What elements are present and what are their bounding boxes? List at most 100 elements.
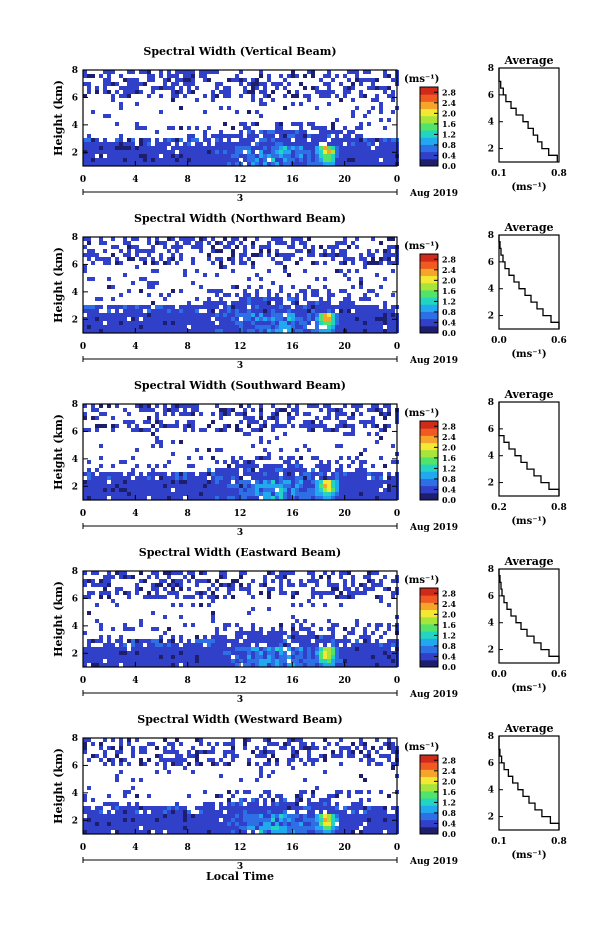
heatmap-cell	[271, 428, 275, 432]
heatmap-cell	[167, 591, 171, 595]
heatmap-cell	[143, 325, 147, 329]
heatmap-cell	[95, 416, 99, 420]
heatmap-cell	[271, 146, 275, 150]
heatmap-cell	[379, 579, 383, 583]
heatmap-cell	[143, 750, 147, 754]
heatmap-cell	[391, 766, 395, 770]
heatmap-cell	[315, 492, 319, 496]
heatmap-cell	[83, 810, 87, 814]
heatmap-cell	[247, 301, 251, 305]
heatmap-cell	[299, 468, 303, 472]
heatmap-cell	[87, 428, 91, 432]
heatmap-cell	[231, 408, 235, 412]
heatmap-cell	[263, 663, 267, 667]
heatmap-cell	[307, 647, 311, 651]
heatmap-cell	[127, 412, 131, 416]
heatmap-cell	[223, 158, 227, 162]
heatmap-cell	[231, 257, 235, 261]
heatmap-cell	[355, 826, 359, 830]
heatmap-cell	[131, 480, 135, 484]
heatmap-cell	[227, 86, 231, 90]
heatmap-cell	[343, 309, 347, 313]
heatmap-cell	[319, 627, 323, 631]
heatmap-cell	[187, 496, 191, 500]
heatmap-cell	[259, 408, 263, 412]
heatmap-cell	[315, 647, 319, 651]
heatmap-cell	[211, 146, 215, 150]
heatmap-cell	[271, 826, 275, 830]
heatmap-cell	[147, 329, 151, 333]
heatmap-cell	[87, 595, 91, 599]
heatmap-cell	[387, 412, 391, 416]
heatmap-cell	[195, 830, 199, 834]
heatmap-cell	[175, 579, 179, 583]
heatmap-cell	[359, 818, 363, 822]
heatmap-cell	[363, 591, 367, 595]
heatmap-cell	[163, 158, 167, 162]
heatmap-cell	[283, 86, 287, 90]
heatmap-cell	[135, 90, 139, 94]
heatmap-cell	[391, 595, 395, 599]
heatmap-cell	[291, 480, 295, 484]
heatmap-cell	[223, 496, 227, 500]
heatmap-cell	[375, 329, 379, 333]
heatmap-cell	[215, 468, 219, 472]
heatmap-cell	[291, 468, 295, 472]
heatmap-cell	[227, 94, 231, 98]
heatmap-cell	[319, 162, 323, 166]
heatmap-cell	[295, 750, 299, 754]
heatmap-cell	[255, 814, 259, 818]
heatmap-cell	[207, 253, 211, 257]
heatmap-cell	[83, 659, 87, 663]
heatmap-cell	[283, 492, 287, 496]
heatmap-cell	[335, 313, 339, 317]
colorbar-tick-label: 2.0	[442, 609, 456, 619]
heatmap-cell	[375, 750, 379, 754]
heatmap-cell	[259, 253, 263, 257]
heatmap-cell	[127, 595, 131, 599]
heatmap-cell	[127, 802, 131, 806]
heatmap-cell	[295, 150, 299, 154]
heatmap-cell	[215, 631, 219, 635]
heatmap-cell	[255, 162, 259, 166]
heatmap-cell	[303, 134, 307, 138]
heatmap-cell	[247, 285, 251, 289]
heatmap-cell	[323, 416, 327, 420]
heatmap-cell	[179, 647, 183, 651]
heatmap-cell	[199, 484, 203, 488]
heatmap-cell	[239, 313, 243, 317]
heatmap-cell	[147, 472, 151, 476]
heatmap-cell	[351, 317, 355, 321]
heatmap-cell	[307, 237, 311, 241]
heatmap-cell	[311, 468, 315, 472]
heatmap-cell	[271, 830, 275, 834]
heatmap-cell	[223, 488, 227, 492]
heatmap-cell	[203, 70, 207, 74]
heatmap-cell	[383, 74, 387, 78]
heatmap-cell	[195, 309, 199, 313]
heatmap-cell	[279, 301, 283, 305]
heatmap-cell	[167, 488, 171, 492]
heatmap-cell	[127, 424, 131, 428]
heatmap-cell	[375, 830, 379, 834]
heatmap-cell	[179, 146, 183, 150]
heatmap-cell	[131, 313, 135, 317]
heatmap-cell	[231, 794, 235, 798]
heatmap-cell	[219, 655, 223, 659]
panel-3: Spectral Width (Eastward Beam)Height (km…	[52, 546, 567, 705]
heatmap-cell	[311, 488, 315, 492]
heatmap-cell	[135, 480, 139, 484]
heatmap-cell	[243, 158, 247, 162]
heatmap-cell	[127, 309, 131, 313]
heatmap-cell	[179, 90, 183, 94]
heatmap-cell	[171, 472, 175, 476]
heatmap-cell	[183, 492, 187, 496]
heatmap-cell	[347, 587, 351, 591]
heatmap-cell	[311, 591, 315, 595]
heatmap-cell	[291, 623, 295, 627]
heatmap-cell	[283, 472, 287, 476]
heatmap-cell	[319, 818, 323, 822]
heatmap-cell	[111, 655, 115, 659]
heatmap-cell	[263, 305, 267, 309]
heatmap-cell	[279, 424, 283, 428]
